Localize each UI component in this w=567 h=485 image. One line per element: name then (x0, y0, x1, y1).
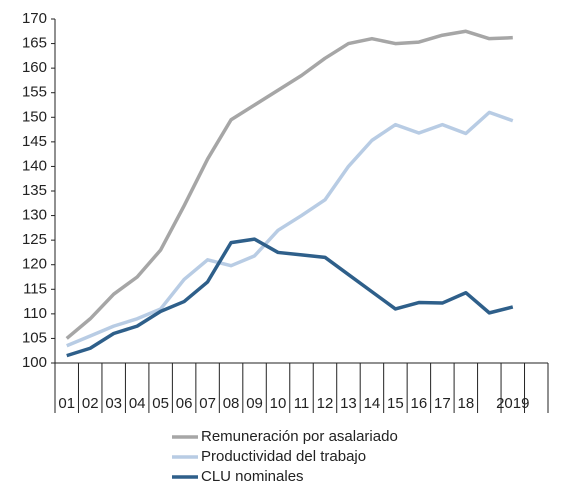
x-tick-label: 04 (129, 395, 146, 412)
series-line (66, 110, 514, 348)
x-tick-label: 14 (364, 395, 381, 412)
x-tick-label: 13 (340, 395, 357, 412)
y-tick-label: 115 (23, 280, 47, 297)
y-tick-label: 105 (22, 329, 47, 346)
x-tick-label: 03 (105, 395, 122, 412)
x-tick-label: 16 (411, 395, 428, 412)
x-tick-label: 18 (457, 395, 474, 412)
legend-label: CLU nominales (201, 468, 304, 485)
series-line (66, 237, 514, 358)
x-tick-label: 10 (270, 395, 287, 412)
y-tick-label: 135 (22, 182, 47, 199)
x-tick-label: 06 (176, 395, 193, 412)
x-tick-label: 2019 (496, 395, 529, 412)
y-tick-label: 110 (23, 305, 47, 322)
y-tick-label: 145 (22, 133, 47, 150)
x-tick-label: 12 (317, 395, 334, 412)
y-tick-label: 100 (22, 354, 47, 371)
series-line (65, 29, 513, 340)
x-tick-label: 02 (82, 395, 99, 412)
y-tick-label: 150 (22, 108, 47, 125)
x-tick-label: 01 (58, 395, 75, 412)
x-tick-label: 09 (246, 395, 263, 412)
y-tick-label: 130 (22, 207, 47, 224)
y-tick-label: 140 (22, 157, 47, 174)
y-tick-label: 125 (22, 231, 47, 248)
legend-label: Remuneración por asalariado (201, 428, 398, 445)
x-tick-label: 07 (199, 395, 216, 412)
y-tick-label: 155 (22, 84, 47, 101)
y-tick-label: 160 (22, 59, 47, 76)
x-tick-label: 08 (223, 395, 240, 412)
y-tick-label: 165 (22, 35, 47, 52)
x-tick-label: 17 (434, 395, 451, 412)
legend-label: Productividad del trabajo (201, 448, 366, 465)
y-tick-label: 120 (22, 256, 47, 273)
y-tick-label: 170 (22, 10, 47, 27)
x-tick-label: 05 (152, 395, 169, 412)
x-tick-label: 15 (387, 395, 404, 412)
x-tick-label: 11 (294, 395, 310, 412)
